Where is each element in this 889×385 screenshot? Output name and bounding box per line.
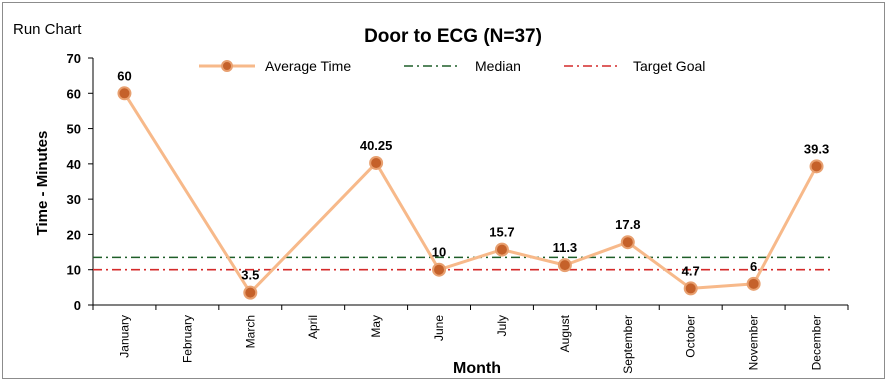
data-point [557, 258, 572, 273]
data-labels: 60 3.5 40.25 10 15.7 11.3 17.8 4.7 6 39.3 [117, 68, 829, 282]
y-axis-title: Time - Minutes [34, 131, 51, 236]
data-point [369, 155, 384, 170]
x-tick-label: March [243, 315, 257, 348]
x-tick-label: May [369, 315, 383, 338]
x-tick-label: June [432, 315, 446, 341]
y-tick-label: 10 [67, 263, 81, 278]
data-label: 6 [750, 259, 757, 274]
data-point [620, 235, 635, 250]
data-label: 17.8 [615, 217, 640, 232]
data-label: 39.3 [804, 141, 829, 156]
run-chart: Door to ECG (N=37) Average Time Median T… [34, 26, 849, 377]
y-tick-label: 40 [67, 157, 81, 172]
data-label: 4.7 [682, 263, 700, 278]
data-label: 15.7 [489, 225, 514, 240]
y-tick-label: 0 [74, 298, 81, 313]
x-tick-label: November [747, 315, 761, 370]
series-average-time [117, 86, 824, 300]
x-tick-label: December [810, 315, 824, 370]
x-tick-label: August [558, 314, 572, 352]
data-point [746, 276, 761, 291]
x-tick-label: January [117, 315, 131, 358]
data-point [683, 281, 698, 296]
legend: Average Time Median Target Goal [199, 58, 705, 74]
y-tick-label: 70 [67, 51, 81, 66]
y-tick-label: 30 [67, 192, 81, 207]
legend-label-median: Median [475, 58, 521, 74]
legend-label-target-goal: Target Goal [633, 58, 705, 74]
data-point [432, 262, 447, 277]
data-point [117, 86, 132, 101]
legend-item-target-goal: Target Goal [564, 58, 705, 74]
data-point [494, 242, 509, 257]
chart-title: Door to ECG (N=37) [364, 26, 542, 47]
data-label: 3.5 [241, 268, 259, 283]
legend-label-average-time: Average Time [265, 58, 351, 74]
data-label: 40.25 [360, 138, 393, 153]
x-axis: January February March April May June July Augu… [92, 304, 849, 374]
chart-frame: Run Chart Door to ECG (N=37) Average Tim… [2, 2, 885, 379]
chart-type-label: Run Chart [13, 21, 82, 38]
x-tick-label: July [495, 315, 509, 336]
x-tick-label: April [306, 315, 320, 339]
legend-item-median: Median [404, 58, 521, 74]
legend-marker [221, 60, 233, 72]
y-tick-label: 50 [67, 122, 81, 137]
data-point [243, 285, 258, 300]
data-label: 60 [117, 68, 131, 83]
data-label: 11.3 [553, 240, 578, 255]
data-label: 10 [432, 245, 446, 260]
x-axis-title: Month [453, 360, 501, 377]
y-axis: 0 10 20 30 40 50 60 70 [67, 51, 94, 313]
x-tick-label: October [684, 315, 698, 358]
y-tick-label: 60 [67, 86, 81, 101]
data-point [809, 159, 824, 174]
x-tick-label: February [180, 315, 194, 363]
series-line [123, 92, 818, 295]
x-tick-label: September [621, 315, 635, 374]
reference-lines [93, 256, 834, 271]
legend-item-average-time: Average Time [199, 58, 351, 74]
y-tick-label: 20 [67, 227, 81, 242]
